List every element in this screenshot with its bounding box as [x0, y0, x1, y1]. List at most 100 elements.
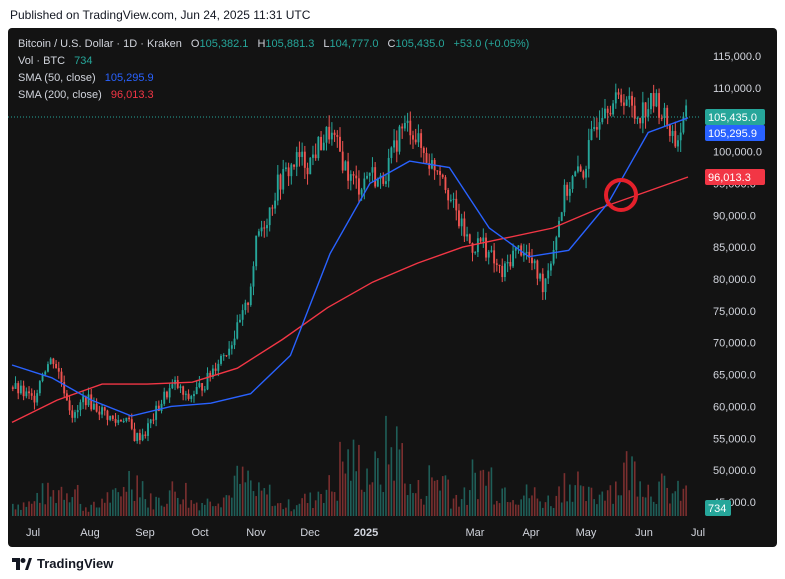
candle-body [390, 147, 393, 158]
x-axis-tick-label: Apr [522, 527, 539, 539]
candle-body [660, 117, 663, 119]
high-value: 105,881.3 [265, 38, 315, 50]
candle-body [320, 136, 323, 151]
volume-bar [579, 485, 582, 516]
sma200-line[interactable] [11, 176, 689, 424]
volume-bar [663, 475, 666, 516]
candle-body [209, 372, 212, 377]
volume-bar [547, 495, 550, 516]
candle-body [341, 151, 344, 171]
candle-body [314, 154, 317, 159]
candle-body [103, 407, 106, 411]
volume-bar [79, 503, 82, 516]
candle-body [620, 94, 623, 103]
volume-bar [598, 494, 601, 516]
volume-bar [249, 480, 252, 516]
candle-body [566, 184, 569, 196]
candle-body [517, 245, 520, 248]
sma200-label[interactable]: SMA (200, close) [18, 89, 102, 101]
volume-bar [41, 483, 44, 516]
sma50-label[interactable]: SMA (50, close) [18, 72, 96, 84]
volume-bar [631, 456, 633, 516]
candle-body [606, 108, 609, 113]
volume-bar [455, 494, 458, 516]
candle-body [182, 386, 185, 395]
symbol-name[interactable]: Bitcoin / U.S. Dollar · 1D · Kraken [18, 38, 182, 50]
volume-bar [160, 505, 163, 516]
volume-bar [347, 449, 349, 516]
candle-body [290, 164, 293, 177]
sma200-value: 96,013.3 [110, 89, 154, 101]
candle-body [149, 419, 152, 424]
volume-bar [120, 496, 122, 516]
volume-bar [22, 502, 25, 516]
candle-body [47, 364, 49, 372]
candle-body [193, 394, 195, 397]
candle-body [349, 174, 352, 181]
volume-bar [301, 498, 303, 516]
candle-body [595, 127, 598, 130]
y-axis-tick-label: 115,000.0 [713, 51, 761, 63]
volume-bar [450, 508, 452, 516]
candle-body [60, 371, 63, 383]
volume-bar [401, 443, 403, 516]
volume-value: 734 [74, 55, 93, 67]
candle-body [447, 189, 450, 201]
volume-bar [190, 500, 193, 516]
open-value: 105,382.1 [199, 38, 249, 50]
volume-bar [309, 492, 312, 516]
volume-bar [523, 495, 525, 516]
volume-bar [463, 487, 466, 516]
volume-bar [52, 490, 55, 516]
candle-body [393, 140, 396, 148]
volume-bar [279, 502, 282, 516]
volume-label[interactable]: Vol · BTC [18, 55, 66, 67]
volume-bar [379, 484, 382, 516]
volume-bar [247, 470, 249, 516]
volume-bar [236, 465, 239, 516]
chart-panel[interactable]: 115,000.0110,000.0105,000.0100,000.095,0… [8, 28, 777, 547]
candle-body [317, 136, 320, 159]
volume-bar [382, 492, 385, 516]
volume-bar [106, 492, 109, 516]
volume-bar [555, 495, 558, 516]
volume-bar [439, 490, 441, 516]
volume-bar [425, 495, 428, 516]
y-axis-tick-label: 60,000.0 [713, 401, 756, 413]
volume-bar [68, 502, 71, 516]
candle-body [179, 386, 182, 388]
volume-bar [63, 499, 65, 516]
candle-body [590, 128, 593, 141]
candle-body [252, 266, 255, 287]
x-axis-tick-label: Sep [135, 527, 155, 539]
candle-body [236, 322, 239, 339]
volume-bar [436, 479, 439, 516]
volume-bar [452, 498, 455, 516]
tradingview-logo[interactable]: TradingView [12, 556, 113, 571]
volume-bar [471, 459, 474, 516]
volume-bar [666, 487, 668, 516]
volume-bar [144, 499, 147, 516]
y-axis-tick-label: 50,000.0 [713, 465, 756, 477]
volume-bar [552, 507, 555, 516]
close-value: 105,435.0 [395, 38, 445, 50]
volume-bar [606, 490, 609, 516]
volume-bar [409, 483, 412, 516]
candle-body [385, 181, 387, 184]
candle-body [187, 393, 190, 399]
volume-bar [57, 490, 60, 516]
candle-body [49, 358, 52, 365]
volume-bar [652, 501, 655, 516]
candle-body [239, 319, 241, 323]
volume-bar [136, 475, 139, 516]
price-chart[interactable]: 115,000.0110,000.0105,000.0100,000.095,0… [8, 28, 777, 547]
volume-bar [447, 479, 449, 516]
volume-bar [644, 497, 647, 516]
volume-bar [260, 490, 263, 516]
sma50-line[interactable] [11, 117, 689, 417]
volume-bar [352, 439, 355, 516]
volume-bar [596, 504, 598, 516]
volume-bar [179, 504, 182, 516]
candle-body [639, 117, 642, 124]
volume-bar [55, 503, 57, 516]
